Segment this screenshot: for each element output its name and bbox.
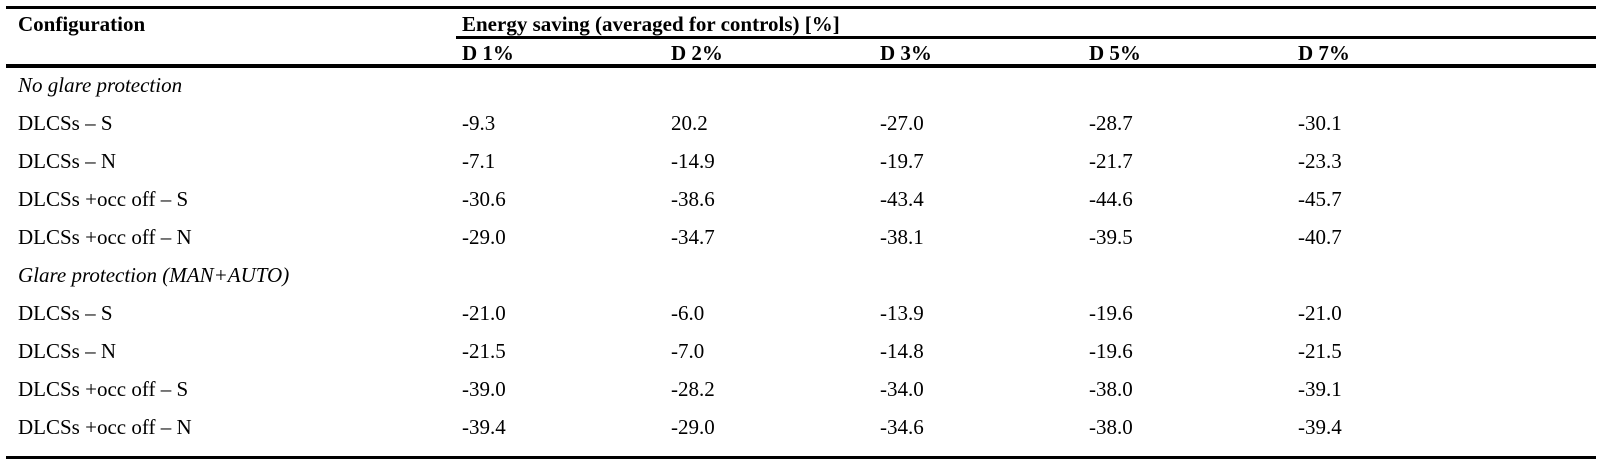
table-cell: -21.0: [462, 301, 506, 325]
table-cell: -14.9: [671, 149, 715, 173]
table-cell: -28.7: [1089, 111, 1133, 135]
table-cell: -19.6: [1089, 339, 1133, 363]
section-title-glare-protection: Glare protection (MAN+AUTO): [18, 263, 290, 287]
table-cell: -38.1: [880, 225, 924, 249]
table-cell: -19.7: [880, 149, 924, 173]
row-label: DLCSs – S: [18, 301, 113, 325]
row-label: DLCSs +occ off – N: [18, 225, 192, 249]
section-title-no-glare: No glare protection: [18, 73, 183, 97]
table-cell: -34.6: [880, 415, 924, 439]
table-cell: -9.3: [462, 111, 496, 135]
table-cell: -39.4: [1298, 415, 1342, 439]
table-cell: -30.1: [1298, 111, 1342, 135]
table-cell: -7.1: [462, 149, 496, 173]
table-cell: -14.8: [880, 339, 924, 363]
table-cell: -30.6: [462, 187, 506, 211]
header-sub-rule: [456, 36, 1596, 39]
table-cell: -45.7: [1298, 187, 1342, 211]
row-label: DLCSs – N: [18, 149, 117, 173]
table-cell: -7.0: [671, 339, 705, 363]
table-cell: -40.7: [1298, 225, 1342, 249]
energy-saving-group-header: Energy saving (averaged for controls) [%…: [462, 12, 840, 36]
table-cell: -34.7: [671, 225, 715, 249]
table-cell: -38.0: [1089, 377, 1133, 401]
table-cell: -21.5: [1298, 339, 1342, 363]
table-bottom-rule: [6, 456, 1596, 459]
column-header-d2: D 2%: [671, 41, 723, 65]
table-top-rule: [6, 6, 1596, 9]
table-cell: -39.4: [462, 415, 506, 439]
table-cell: -43.4: [880, 187, 924, 211]
row-label: DLCSs +occ off – N: [18, 415, 192, 439]
row-label: DLCSs +occ off – S: [18, 377, 189, 401]
table-cell: -29.0: [671, 415, 715, 439]
table-cell: -44.6: [1089, 187, 1133, 211]
table-cell: -19.6: [1089, 301, 1133, 325]
table-cell: -39.0: [462, 377, 506, 401]
table-cell: -23.3: [1298, 149, 1342, 173]
table-cell: -34.0: [880, 377, 924, 401]
row-label: DLCSs – S: [18, 111, 113, 135]
table-cell: -21.0: [1298, 301, 1342, 325]
table-cell: -38.6: [671, 187, 715, 211]
row-label: DLCSs +occ off – S: [18, 187, 189, 211]
table-cell: -13.9: [880, 301, 924, 325]
table-cell: -21.5: [462, 339, 506, 363]
table-cell: -29.0: [462, 225, 506, 249]
column-header-d3: D 3%: [880, 41, 932, 65]
table-cell: 20.2: [671, 111, 708, 135]
table-cell: -39.1: [1298, 377, 1342, 401]
table-cell: -38.0: [1089, 415, 1133, 439]
energy-saving-table: Configuration Energy saving (averaged fo…: [6, 6, 1596, 462]
table-cell: -28.2: [671, 377, 715, 401]
table-cell: -39.5: [1089, 225, 1133, 249]
column-header-d5: D 5%: [1089, 41, 1141, 65]
table-cell: -6.0: [671, 301, 705, 325]
table-cell: -21.7: [1089, 149, 1133, 173]
column-header-d7: D 7%: [1298, 41, 1350, 65]
configuration-header: Configuration: [18, 12, 146, 36]
table-cell: -27.0: [880, 111, 924, 135]
row-label: DLCSs – N: [18, 339, 117, 363]
header-bottom-rule: [6, 64, 1596, 68]
column-header-d1: D 1%: [462, 41, 514, 65]
